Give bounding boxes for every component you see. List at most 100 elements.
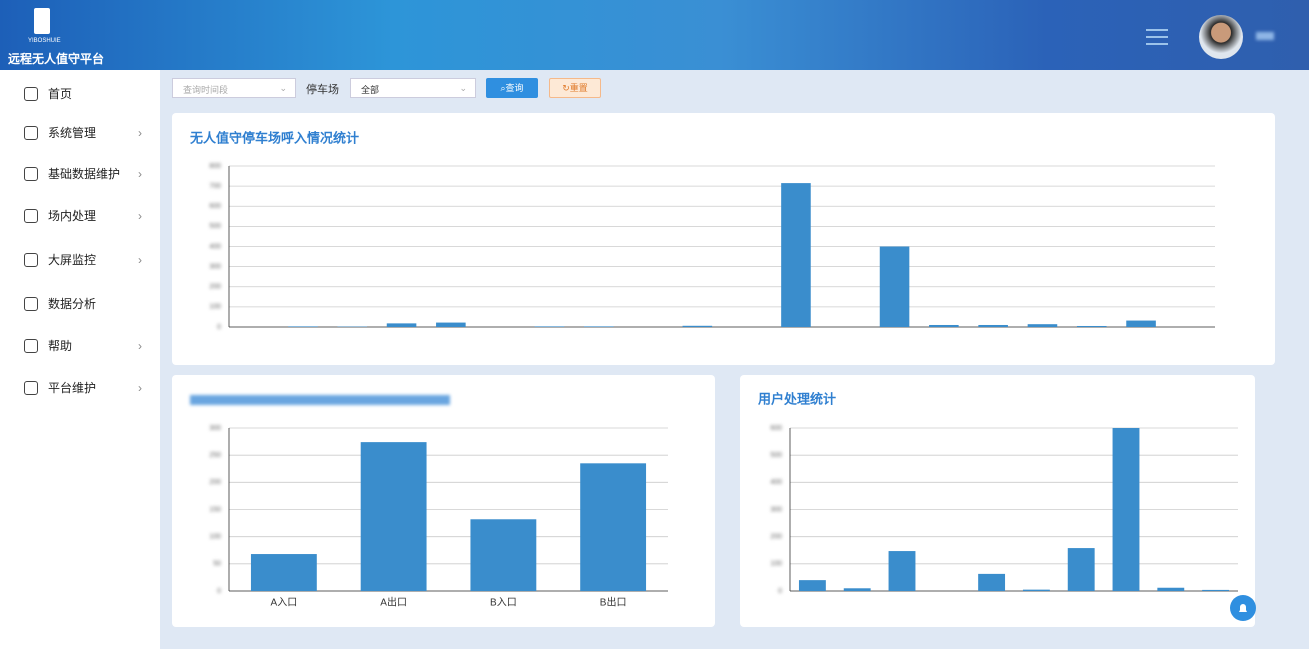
bar <box>879 246 910 327</box>
menu-toggle[interactable] <box>1146 29 1168 45</box>
app-title: 远程无人值守平台 <box>8 52 105 66</box>
y-tick-label: 400 <box>770 479 782 486</box>
bar <box>386 323 417 327</box>
y-tick-label: 500 <box>209 223 221 230</box>
bar <box>978 324 1008 327</box>
lot-label: 停车场 <box>306 84 339 96</box>
menu-icon <box>24 86 38 101</box>
x-tick-label: A出口 <box>380 596 407 609</box>
y-tick-label: 100 <box>209 304 221 311</box>
y-tick-label: 700 <box>209 183 221 190</box>
bar <box>843 588 871 591</box>
y-tick-label: 200 <box>770 534 782 541</box>
menu-label: 场内处理 <box>48 209 97 223</box>
menu-icon <box>24 296 38 311</box>
y-tick-label: 0 <box>217 324 221 331</box>
y-tick-label: 800 <box>209 163 221 170</box>
query-button[interactable]: ⌕查询 <box>486 78 538 98</box>
menu-label: 数据分析 <box>48 297 97 311</box>
y-tick-label: 0 <box>217 588 221 595</box>
menu-item[interactable]: 场内处理 › <box>24 207 150 224</box>
sidebar: 首页 系统管理 › 基础数据维护 › 场内处理 › 大屏监控 › 数据分析 帮助 › 平台维护 › <box>0 70 160 649</box>
y-tick-label: 600 <box>770 425 782 432</box>
bar <box>978 573 1006 591</box>
menu-icon <box>24 166 38 181</box>
y-tick-label: 250 <box>209 452 221 459</box>
reset-button[interactable]: ↻重置 <box>549 78 601 98</box>
bar <box>250 554 317 591</box>
card <box>172 113 1275 365</box>
y-tick-label: 100 <box>770 561 782 568</box>
chevron: › <box>138 208 142 223</box>
bar <box>436 322 466 327</box>
y-tick-label: 100 <box>209 534 221 541</box>
x-tick-label: A入口 <box>271 598 298 609</box>
bar <box>1112 428 1140 591</box>
avatar[interactable] <box>1199 15 1243 59</box>
label: 重置 <box>569 83 588 93</box>
menu-label: 首页 <box>48 87 73 101</box>
chevron: › <box>138 125 142 140</box>
time-select[interactable]: 查询时间段 ⌄ <box>172 78 296 98</box>
bar <box>1157 587 1185 591</box>
bar <box>583 326 614 327</box>
menu-item[interactable]: 首页 <box>24 85 150 102</box>
placeholder: 查询时间段 <box>183 85 229 95</box>
menu-label: 帮助 <box>48 339 73 353</box>
y-tick-label: 0 <box>778 588 782 595</box>
y-tick-label: 300 <box>209 425 221 432</box>
bar <box>1027 324 1058 327</box>
menu-icon <box>24 252 38 267</box>
menu-icon <box>24 208 38 223</box>
header: YIBOSHUIE 远程无人值守平台 <box>0 0 1309 70</box>
bar <box>1202 589 1230 591</box>
bar <box>1126 320 1156 327</box>
bar <box>534 326 565 327</box>
menu-item[interactable]: 平台维护 › <box>24 379 150 396</box>
y-tick-label: 50 <box>213 561 221 568</box>
menu-icon <box>24 338 38 353</box>
logo-text: YIBOSHUIE <box>28 38 61 44</box>
bar <box>288 326 318 327</box>
chart-title: 无人值守停车场呼入情况统计 <box>189 130 359 145</box>
logo <box>34 8 50 34</box>
y-tick-label: 300 <box>770 506 782 513</box>
y-tick-label: 500 <box>770 452 782 459</box>
y-tick-label: 200 <box>209 284 221 291</box>
bar <box>1022 589 1050 591</box>
bar <box>929 324 959 327</box>
bar <box>781 183 811 327</box>
x-tick-label: B出口 <box>600 596 627 609</box>
menu-label: 平台维护 <box>48 381 97 395</box>
menu-icon <box>24 125 38 140</box>
lot-select[interactable]: 全部 ⌄ <box>350 78 476 98</box>
chevron: › <box>138 166 142 181</box>
bell-icon <box>1239 604 1247 612</box>
y-tick-label: 200 <box>209 479 221 486</box>
bar <box>888 551 916 591</box>
menu-item[interactable]: 大屏监控 › <box>24 251 150 268</box>
bar <box>470 519 537 591</box>
chart-title: 用户处理统计 <box>757 391 836 406</box>
y-tick-label: 600 <box>209 203 221 210</box>
bar <box>798 580 826 591</box>
y-tick-label: 300 <box>209 263 221 270</box>
bar <box>580 463 647 591</box>
x-tick-label: B入口 <box>490 598 517 609</box>
y-tick-label: 400 <box>209 243 221 250</box>
menu-item[interactable]: 系统管理 › <box>24 124 150 141</box>
y-tick-label: 150 <box>209 506 221 513</box>
menu-item[interactable]: 数据分析 <box>24 295 150 312</box>
menu-icon <box>24 380 38 395</box>
bar <box>1067 548 1095 591</box>
menu-item[interactable]: 基础数据维护 › <box>24 165 150 182</box>
chevron: › <box>138 380 142 395</box>
menu-label: 系统管理 <box>48 126 97 140</box>
bar <box>1076 325 1107 327</box>
menu-item[interactable]: 帮助 › <box>24 337 150 354</box>
blurred-title <box>190 395 450 405</box>
chevron: › <box>138 338 142 353</box>
bar <box>682 325 713 327</box>
